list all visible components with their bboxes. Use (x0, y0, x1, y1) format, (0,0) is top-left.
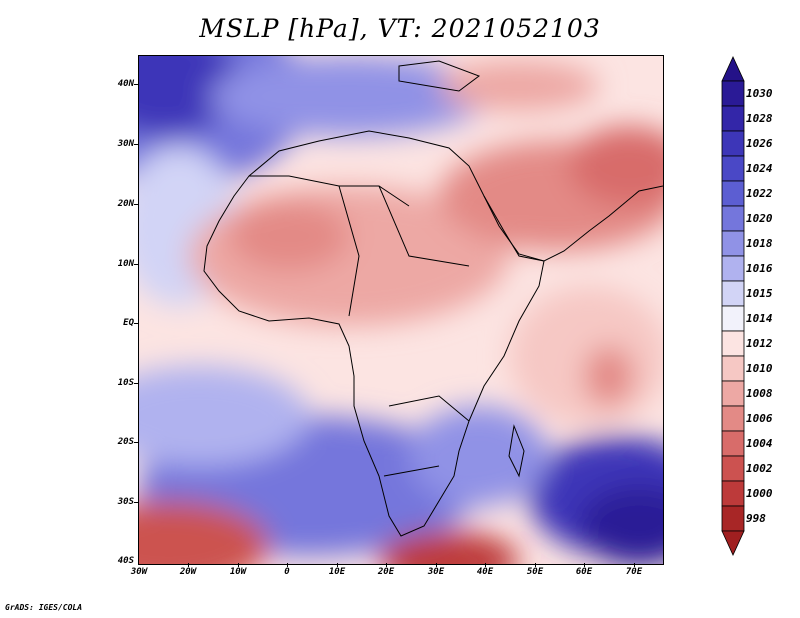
colorbar-swatch (721, 205, 745, 232)
lat-tick (134, 323, 138, 324)
credit-text: GrADS: IGES/COLA (5, 603, 83, 612)
lat-tick (134, 383, 138, 384)
lon-tick (634, 563, 635, 567)
colorbar-swatch (721, 480, 745, 507)
lon-label-50e: 50E (526, 567, 544, 577)
lon-tick (485, 563, 486, 567)
colorbar-swatch (721, 130, 745, 157)
colorbar-level-label: 1020 (746, 211, 773, 225)
colorbar-level-label: 1004 (746, 436, 773, 450)
lat-label-30s: 30S (117, 497, 134, 507)
colorbar-level-label: 1006 (746, 411, 773, 425)
colorbar-level-label: 1010 (746, 361, 773, 375)
lat-label-30n: 30N (117, 139, 134, 149)
lon-label-60e: 60E (575, 567, 593, 577)
lon-tick (436, 563, 437, 567)
lat-label-40s: 40S (117, 556, 134, 566)
colorbar-swatch (721, 230, 745, 257)
colorbar-level-label: 1000 (746, 486, 773, 500)
lon-label-30w: 30W (130, 567, 148, 577)
colorbar-swatch (721, 305, 745, 332)
colorbar-swatch (721, 355, 745, 382)
lat-label-eq: EQ (123, 318, 134, 328)
colorbar-level-label: 1015 (746, 286, 773, 300)
colorbar-level-label: 1016 (746, 261, 773, 275)
chart-title: MSLP [hPa], VT: 2021052103 (199, 14, 601, 43)
colorbar-swatch (721, 80, 745, 107)
colorbar-level-label: 1028 (746, 111, 773, 125)
colorbar-swatch (721, 180, 745, 207)
colorbar-level-label: 1018 (746, 236, 773, 250)
lon-tick (584, 563, 585, 567)
colorbar-level-label: 1026 (746, 136, 773, 150)
lat-label-10s: 10S (117, 378, 134, 388)
colorbar-swatch (721, 505, 745, 532)
colorbar-swatch (721, 105, 745, 132)
colorbar-swatch (721, 380, 745, 407)
colorbar-swatch (721, 455, 745, 482)
colorbar-level-label: 998 (746, 511, 766, 525)
colorbar-level-label: 1024 (746, 161, 773, 175)
colorbar-swatch (721, 280, 745, 307)
lon-tick (188, 563, 189, 567)
lon-label-10e: 10E (328, 567, 346, 577)
lon-label-20w: 20W (179, 567, 197, 577)
colorbar-swatch (721, 430, 745, 457)
colorbar-swatch (721, 155, 745, 182)
colorbar-level-label: 1022 (746, 186, 773, 200)
colorbar-swatch (721, 405, 745, 432)
colorbar-level-label: 1012 (746, 336, 773, 350)
lat-label-10n: 10N (117, 259, 134, 269)
colorbar-top-arrow (721, 56, 745, 82)
lon-tick (386, 563, 387, 567)
mslp-map (138, 55, 664, 565)
colorbar-bottom-arrow (721, 530, 745, 556)
lat-tick (134, 144, 138, 145)
colorbar-level-label: 1008 (746, 386, 773, 400)
colorbar (721, 56, 745, 556)
lon-tick (238, 563, 239, 567)
colorbar-level-label: 1030 (746, 86, 773, 100)
colorbar-swatch (721, 255, 745, 282)
lat-tick (134, 264, 138, 265)
lat-label-40n: 40N (117, 79, 134, 89)
lon-label-30e: 30E (427, 567, 445, 577)
lon-label-40e: 40E (476, 567, 494, 577)
colorbar-level-label: 1002 (746, 461, 773, 475)
lon-label-20e: 20E (377, 567, 395, 577)
lat-label-20s: 20S (117, 437, 134, 447)
lat-tick (134, 502, 138, 503)
lon-tick (287, 563, 288, 567)
lat-label-20n: 20N (117, 199, 134, 209)
lon-label-10w: 10W (229, 567, 247, 577)
lon-tick (535, 563, 536, 567)
colorbar-swatch (721, 330, 745, 357)
lat-tick (134, 84, 138, 85)
mslp-field (139, 56, 663, 564)
lat-tick (134, 442, 138, 443)
lat-tick (134, 204, 138, 205)
colorbar-level-label: 1014 (746, 311, 773, 325)
lon-label-70e: 70E (625, 567, 643, 577)
lon-tick (337, 563, 338, 567)
lon-label-0: 0 (284, 567, 290, 577)
